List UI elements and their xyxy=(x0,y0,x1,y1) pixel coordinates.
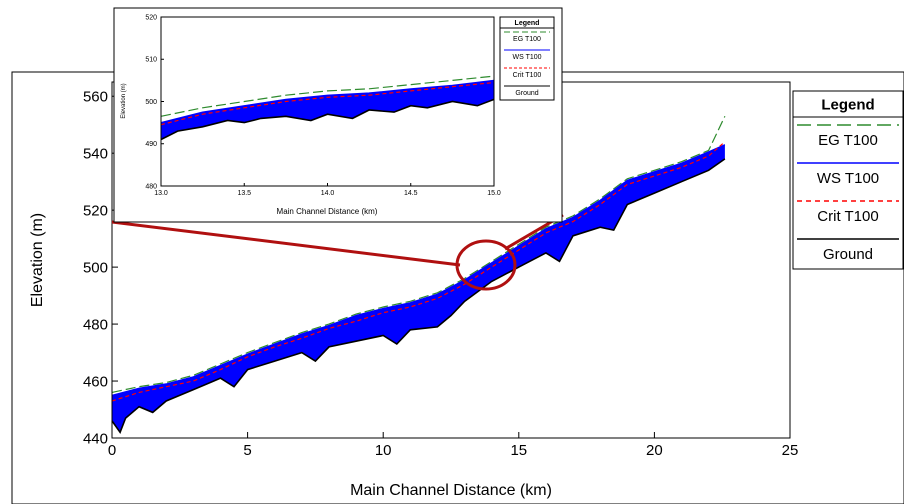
inset-series-eg-t100 xyxy=(160,75,495,117)
inset-x-tick-label: 14.0 xyxy=(321,190,335,197)
inset-x-axis-label: Main Channel Distance (km) xyxy=(277,207,378,216)
inset-x-tick-label: 13.0 xyxy=(154,190,168,197)
inset-x-tick-label: 13.5 xyxy=(237,190,251,197)
inset-x-tick-label: 14.5 xyxy=(404,190,418,197)
main-x-tick-label: 25 xyxy=(782,442,799,459)
inset-legend-entry: WS T100 xyxy=(512,54,541,61)
main-axes: 0 5 10 15 20 25 440 460 480 500 520 540 560 xyxy=(83,88,798,459)
main-y-tick-label: 540 xyxy=(83,145,108,162)
inset-legend-entry: Crit T100 xyxy=(513,72,542,79)
main-x-axis-label: Main Channel Distance (km) xyxy=(350,482,552,499)
main-series-crit-t100 xyxy=(111,141,726,402)
inset-y-axis-label: Elevation (m) xyxy=(121,83,127,118)
inset-y-tick-label: 500 xyxy=(145,99,157,106)
main-y-tick-label: 460 xyxy=(83,373,108,390)
main-x-tick-label: 15 xyxy=(510,442,527,459)
main-x-tick-label: 10 xyxy=(375,442,392,459)
inset-series-ws-t100 xyxy=(160,79,495,124)
inset-y-tick-label: 520 xyxy=(145,14,157,21)
main-series-layer xyxy=(111,115,726,434)
main-series-ws-t100 xyxy=(111,144,726,396)
main-series-ground xyxy=(111,158,726,434)
main-y-tick-label: 480 xyxy=(83,316,108,333)
main-x-tick-label: 20 xyxy=(646,442,663,459)
zoom-line-left xyxy=(111,220,461,267)
main-legend-entry: WS T100 xyxy=(817,170,879,187)
main-y-tick-label: 440 xyxy=(83,430,108,447)
main-y-tick-label: 500 xyxy=(83,259,108,276)
main-x-tick-label: 5 xyxy=(243,442,251,459)
inset-flow-area xyxy=(161,80,494,140)
inset-figure: 13.0 13.5 14.0 14.5 15.0 480 490 500 510 520 Main… xyxy=(113,7,563,223)
main-series-eg-t100 xyxy=(111,115,726,393)
inset-legend-entry: EG T100 xyxy=(513,36,541,43)
inset-legend-title: Legend xyxy=(515,20,540,27)
inset-series-ground xyxy=(160,98,495,141)
main-y-axis-label: Elevation (m) xyxy=(29,213,46,307)
main-plot: 0 5 10 15 20 25 440 460 480 500 520 540 560 Main Cha… xyxy=(29,81,798,499)
inset-y-tick-label: 490 xyxy=(145,141,157,148)
main-x-tick-label: 0 xyxy=(108,442,116,459)
inset-y-tick-label: 480 xyxy=(145,183,157,190)
main-legend-entry: Crit T100 xyxy=(817,208,878,225)
inset-series-layer xyxy=(160,75,495,141)
main-legend-entry: Ground xyxy=(823,246,873,263)
main-legend: Legend EG T100 WS T100 Crit T100 Ground xyxy=(792,90,904,270)
inset-legend-entry: Ground xyxy=(515,90,538,97)
main-y-tick-label: 560 xyxy=(83,88,108,105)
inset-series-crit-t100 xyxy=(160,81,495,126)
main-flow-area xyxy=(112,144,725,433)
inset-axes: 13.0 13.5 14.0 14.5 15.0 480 490 500 510 520 xyxy=(145,14,501,197)
inset-y-tick-label: 510 xyxy=(145,57,157,64)
inset-x-tick-label: 15.0 xyxy=(487,190,501,197)
main-legend-entry: EG T100 xyxy=(818,132,878,149)
main-y-tick-label: 520 xyxy=(83,202,108,219)
inset-legend: Legend EG T100 WS T100 Crit T100 Ground xyxy=(499,16,555,101)
main-legend-title: Legend xyxy=(821,97,874,114)
